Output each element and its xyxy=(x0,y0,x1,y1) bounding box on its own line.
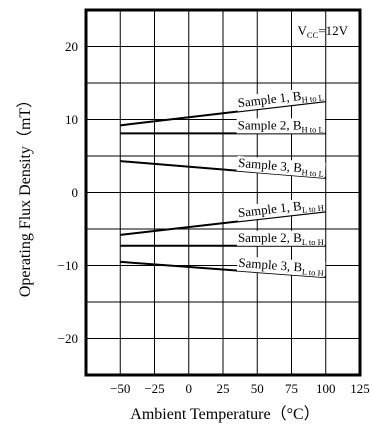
series-label: Sample 2, BH to L xyxy=(238,117,324,134)
series-label-background xyxy=(236,196,326,222)
series-label-background xyxy=(236,255,326,278)
x-tick-label: 25 xyxy=(217,381,230,396)
series-label: Sample 3, BL to H xyxy=(238,255,325,278)
x-tick-label: 0 xyxy=(186,381,193,396)
y-tick-label: 20 xyxy=(65,39,78,54)
series-label-main: Sample 3, B xyxy=(238,255,303,275)
series-label: Sample 3, BH to L xyxy=(238,155,325,179)
series-label-main: Sample 1, B xyxy=(237,198,303,220)
x-tick-label: 50 xyxy=(251,381,264,396)
tick-layer: −20 −10 0 10 20 −50 −25 0 25 50 75 100 125 xyxy=(58,39,370,396)
series-label-sub: H to L xyxy=(301,92,324,105)
series-label-sub: L to H xyxy=(302,267,325,279)
y-axis-title: Operating Flux Density（mT） xyxy=(16,92,34,297)
series-label-background xyxy=(236,155,326,178)
series-label-sub: L to H xyxy=(302,237,324,247)
y-tick-label: −20 xyxy=(58,331,78,346)
series-label-main: Sample 3, B xyxy=(238,155,303,175)
series-label-sub: H to L xyxy=(301,167,324,179)
series-label-background xyxy=(236,230,325,246)
series-line xyxy=(120,100,326,127)
x-tick-label: 100 xyxy=(316,381,336,396)
vcc-annotation: VCC=12V xyxy=(298,23,349,40)
series-label-background xyxy=(235,86,326,112)
y-tick-label: 0 xyxy=(72,185,79,200)
series-label-main: Sample 2, B xyxy=(238,230,302,245)
series-label: Sample 1, BH to L xyxy=(237,85,325,112)
vcc-annotation-sub: CC xyxy=(307,30,319,40)
y-tick-label: 10 xyxy=(65,112,78,127)
series-label: Sample 2, BL to H xyxy=(238,230,324,247)
x-axis-title: Ambient Temperature（°C） xyxy=(130,405,319,423)
series-label-background xyxy=(236,118,325,134)
series-label-sub: H to L xyxy=(302,124,324,134)
grid-layer xyxy=(86,10,360,375)
x-tick-label: −50 xyxy=(110,381,130,396)
x-tick-label: 125 xyxy=(350,381,370,396)
vcc-annotation-main: V xyxy=(298,23,308,38)
series-label-main: Sample 2, B xyxy=(238,117,302,132)
plot-frame xyxy=(84,8,362,377)
series-label: Sample 1, BL to H xyxy=(237,196,324,223)
x-tick-label: 75 xyxy=(285,381,298,396)
y-tick-label: −10 xyxy=(58,258,78,273)
vcc-annotation-tail: =12V xyxy=(318,23,348,38)
series-label-main: Sample 1, B xyxy=(237,88,303,110)
series-label-sub: L to H xyxy=(301,203,324,215)
x-tick-label: −25 xyxy=(144,381,164,396)
series-line xyxy=(120,210,326,236)
